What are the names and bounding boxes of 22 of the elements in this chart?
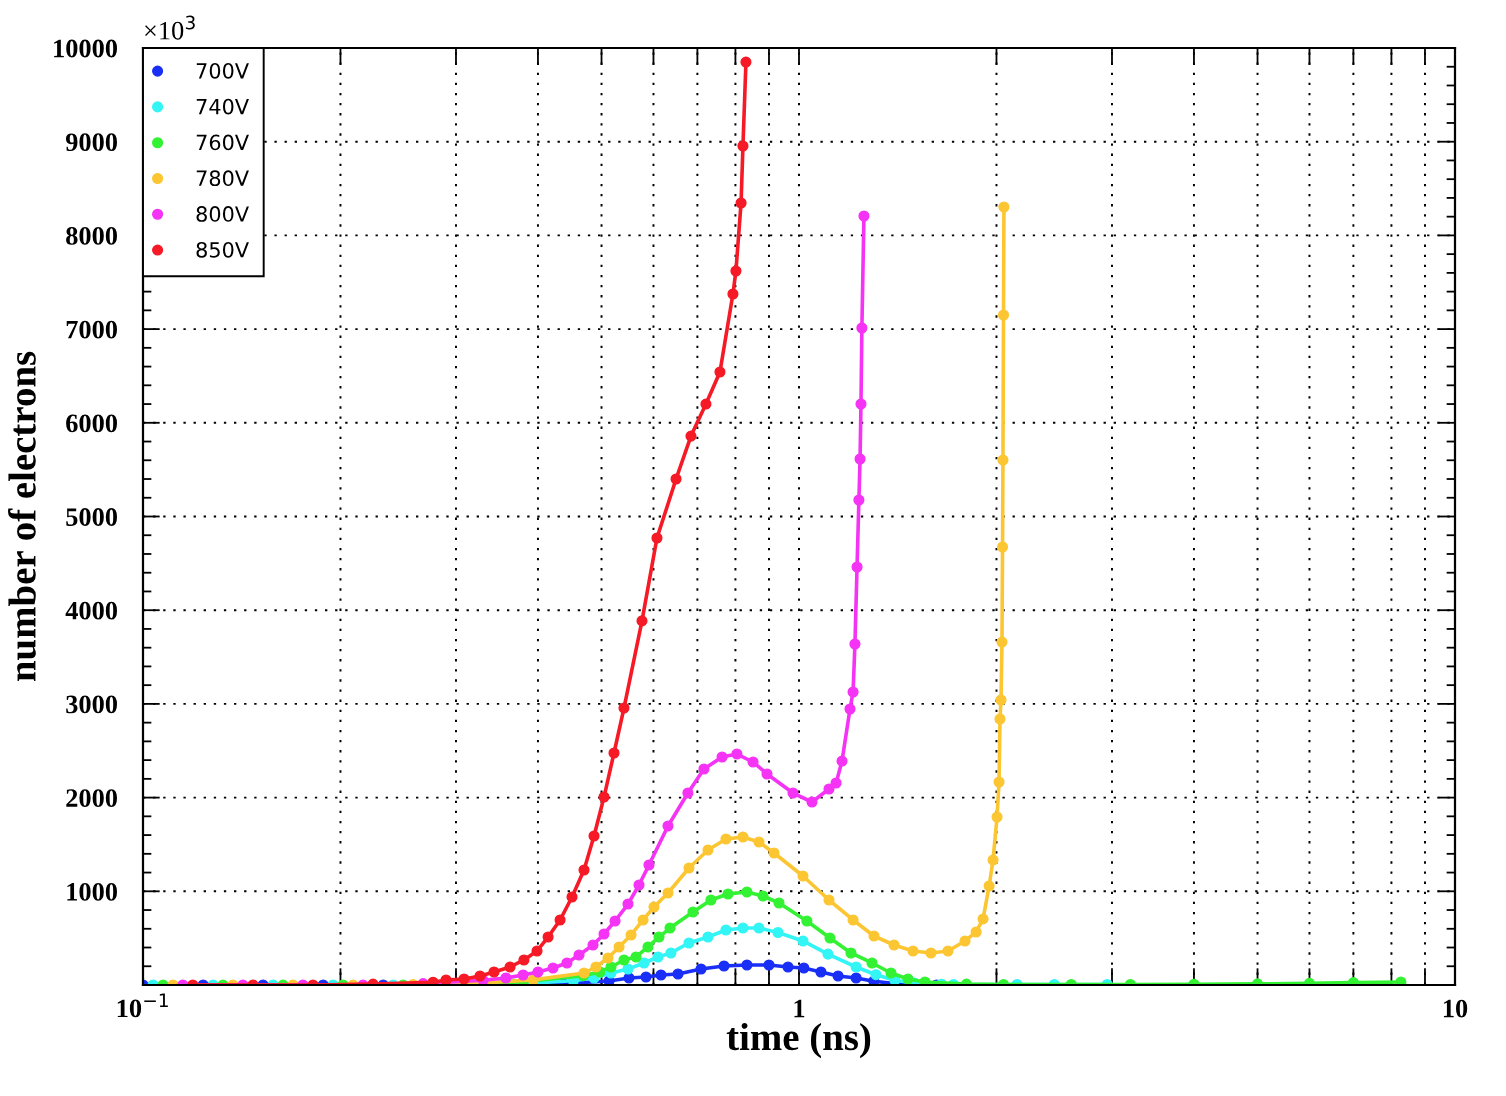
y-tick-label: 8000 (66, 227, 117, 245)
y-tick-label: 2000 (66, 789, 117, 808)
y-tick-label: 1000 (67, 882, 117, 901)
y-tick-label: 7000 (66, 320, 117, 339)
legend-label: 800V (196, 206, 249, 222)
y-axis-title: number of electrons (8, 351, 36, 682)
y-tick-label: 3000 (66, 695, 117, 714)
legend-label: 850V (196, 241, 249, 258)
legend-label: 700V (196, 62, 249, 79)
legend-label: 760V (196, 134, 249, 151)
y-tick-label: 4000 (65, 601, 117, 620)
legend-label: 740V (196, 98, 249, 115)
x-tick-label: 1 (794, 999, 805, 1018)
legend-label: 780V (196, 170, 249, 187)
y-tick-label: 5000 (66, 508, 117, 526)
y-tick-label: 9000 (65, 133, 117, 152)
x-axis-title: time (ns) (726, 1022, 871, 1059)
y-tick-label: 10000 (54, 39, 117, 58)
text: ×10$^{3}$ (145, 15, 195, 40)
x-tick-label: 10 (1443, 999, 1468, 1018)
y-tick-label: 6000 (66, 414, 117, 433)
x-tick-label: 10$^{−1}$ (117, 993, 168, 1018)
